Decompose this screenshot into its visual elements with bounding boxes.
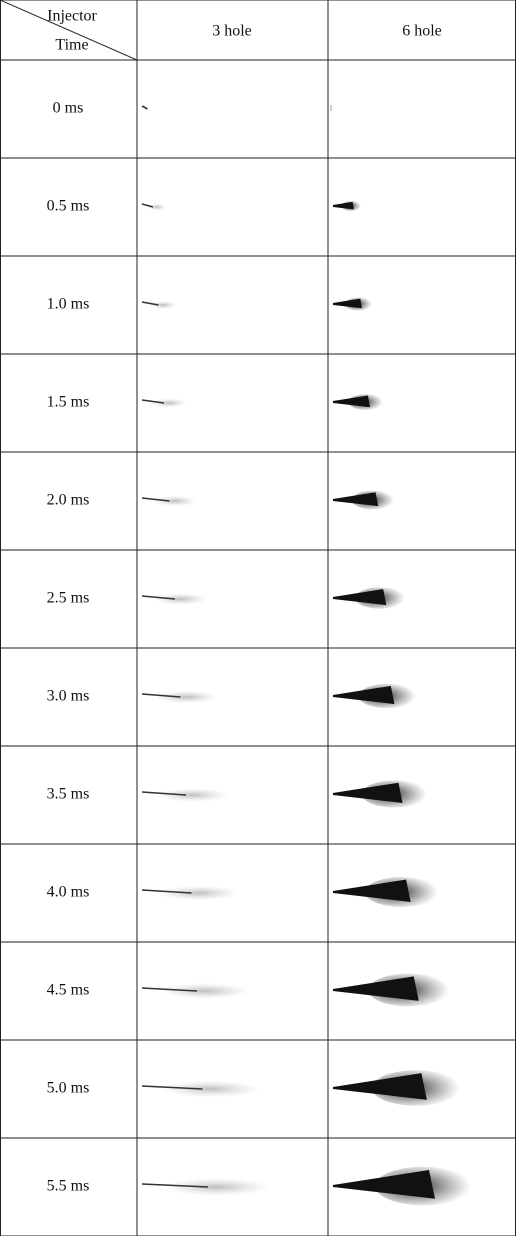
row-label: 1.5 ms [47, 394, 90, 411]
corner-bottom: Time [55, 37, 88, 54]
row-label: 0 ms [53, 100, 84, 117]
row-label: 4.0 ms [47, 884, 90, 901]
row-label: 4.5 ms [47, 982, 90, 999]
spray-jet [142, 106, 148, 109]
row-label: 0.5 ms [47, 198, 90, 215]
spray-mist [159, 886, 240, 901]
spray-mist [157, 788, 229, 802]
spray-mist [153, 496, 198, 506]
spray-mist [150, 301, 177, 309]
row-label: 5.5 ms [47, 1178, 90, 1195]
row-label: 2.5 ms [47, 590, 90, 607]
page: Injector Time 3 hole 6 hole 0 ms 0.5 ms 1.… [0, 0, 516, 1236]
row-label: 3.0 ms [47, 688, 90, 705]
corner-top: Injector [47, 8, 97, 25]
row-label: 1.0 ms [47, 296, 90, 313]
column-header: 3 hole [212, 23, 252, 40]
column-header: 6 hole [402, 23, 442, 40]
spray-mist [154, 593, 208, 604]
spray-mist [156, 691, 219, 704]
spray-mist [160, 983, 250, 999]
spray-mist [151, 398, 187, 407]
row-label: 5.0 ms [47, 1080, 90, 1097]
row-label: 2.0 ms [47, 492, 90, 509]
spray-table: Injector Time 3 hole 6 hole 0 ms 0.5 ms 1.… [0, 0, 516, 1236]
spray-mist [163, 1178, 271, 1196]
spray-mist [162, 1081, 261, 1098]
row-label: 3.5 ms [47, 786, 90, 803]
